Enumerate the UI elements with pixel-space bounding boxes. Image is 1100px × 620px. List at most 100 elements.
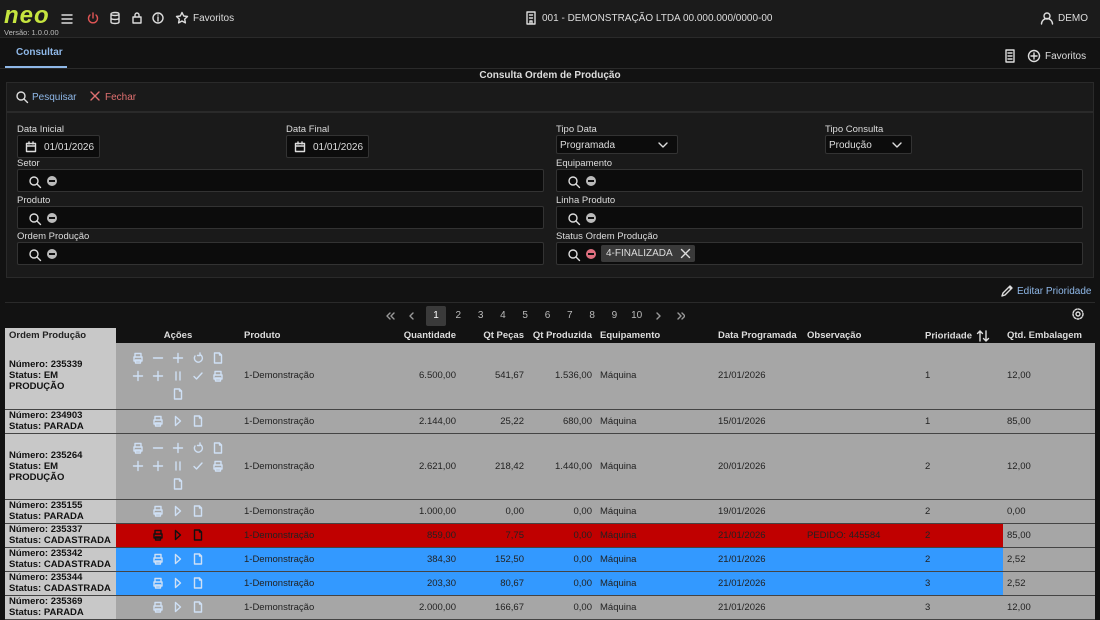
column-header[interactable]: Produto bbox=[240, 328, 360, 343]
database-icon[interactable] bbox=[108, 11, 122, 25]
page-button[interactable]: 9 bbox=[611, 310, 618, 321]
action-icon[interactable] bbox=[152, 352, 164, 364]
action-icon[interactable] bbox=[172, 478, 184, 490]
table-row[interactable]: Número: 235369 Status: PARADA 1-Demonstraç… bbox=[5, 595, 1095, 620]
action-icon[interactable] bbox=[172, 553, 184, 565]
favorites-link[interactable]: Favoritos bbox=[193, 13, 235, 24]
table-row[interactable]: Número: 235155 Status: PARADA 1-Demonstraç… bbox=[5, 499, 1095, 524]
action-icon[interactable] bbox=[132, 442, 144, 454]
action-icon[interactable] bbox=[152, 415, 164, 427]
page-button[interactable]: 2 bbox=[455, 310, 462, 321]
action-icon[interactable] bbox=[152, 460, 164, 472]
lookup-input[interactable] bbox=[556, 169, 1083, 192]
action-icon[interactable] bbox=[172, 577, 184, 589]
column-header[interactable]: Qt Produzida bbox=[528, 328, 596, 343]
table-row[interactable]: Número: 235337 Status: CADASTRADA 1-Demons… bbox=[5, 523, 1095, 548]
user-icon[interactable] bbox=[1040, 11, 1054, 25]
page-button[interactable]: 10 bbox=[631, 310, 643, 321]
action-icon[interactable] bbox=[172, 415, 184, 427]
action-icon[interactable] bbox=[212, 442, 224, 454]
action-icon[interactable] bbox=[212, 352, 224, 364]
table-row[interactable]: Número: 234903 Status: PARADA 1-Demonstraç… bbox=[5, 409, 1095, 434]
date-input[interactable]: 01/01/2026 bbox=[286, 135, 369, 158]
add-favorite-icon[interactable] bbox=[1027, 49, 1041, 63]
lookup-input[interactable] bbox=[556, 206, 1083, 229]
company[interactable]: 001 - DEMONSTRAÇÃO LTDA 00.000.000/0000-… bbox=[542, 13, 773, 24]
favorites-button[interactable]: Favoritos bbox=[1045, 51, 1087, 62]
action-icon[interactable] bbox=[132, 370, 144, 382]
lookup-input[interactable] bbox=[17, 169, 544, 192]
report-icon[interactable] bbox=[1004, 49, 1016, 63]
table-row[interactable]: Número: 235264 Status: EM PRODUÇÃO 1-Demon… bbox=[5, 433, 1095, 500]
edit-icon[interactable] bbox=[1000, 284, 1014, 298]
action-icon[interactable] bbox=[172, 370, 184, 382]
info-icon[interactable] bbox=[151, 11, 165, 25]
action-icon[interactable] bbox=[132, 460, 144, 472]
page-button[interactable]: 1 bbox=[426, 306, 446, 326]
column-header[interactable]: Ordem Produção bbox=[5, 328, 116, 343]
lookup-input[interactable] bbox=[17, 242, 544, 265]
action-icon[interactable] bbox=[152, 442, 164, 454]
page-button[interactable]: 5 bbox=[522, 310, 528, 321]
lookup-input[interactable]: 4-FINALIZADA bbox=[556, 242, 1083, 265]
action-icon[interactable] bbox=[212, 370, 224, 382]
column-header[interactable]: Quantidade bbox=[360, 328, 460, 343]
search-icon[interactable] bbox=[15, 90, 29, 104]
action-icon[interactable] bbox=[152, 370, 164, 382]
select[interactable]: Programada bbox=[556, 135, 678, 154]
status-chip[interactable]: 4-FINALIZADA bbox=[601, 245, 695, 262]
action-icon[interactable] bbox=[152, 529, 164, 541]
table-row[interactable]: Número: 235344 Status: CADASTRADA 1-Demons… bbox=[5, 571, 1095, 596]
action-icon[interactable] bbox=[172, 442, 184, 454]
action-icon[interactable] bbox=[172, 352, 184, 364]
date-input[interactable]: 01/01/2026 bbox=[17, 135, 100, 158]
action-icon[interactable] bbox=[132, 352, 144, 364]
page-button[interactable]: 4 bbox=[500, 310, 506, 321]
action-icon[interactable] bbox=[172, 529, 184, 541]
action-icon[interactable] bbox=[192, 505, 204, 517]
lookup-input[interactable] bbox=[17, 206, 544, 229]
close-button[interactable]: Fechar bbox=[105, 92, 137, 103]
action-icon[interactable] bbox=[152, 601, 164, 613]
action-icon[interactable] bbox=[192, 601, 204, 613]
table-row[interactable]: Número: 235339 Status: EM PRODUÇÃO 1-Demon… bbox=[5, 343, 1095, 410]
action-icon[interactable] bbox=[192, 442, 204, 454]
page-button[interactable]: 7 bbox=[567, 310, 573, 321]
action-icon[interactable] bbox=[212, 460, 224, 472]
action-icon[interactable] bbox=[192, 415, 204, 427]
select[interactable]: Produção bbox=[825, 135, 912, 154]
action-icon[interactable] bbox=[192, 577, 204, 589]
action-icon[interactable] bbox=[192, 370, 204, 382]
action-icon[interactable] bbox=[192, 529, 204, 541]
column-header[interactable]: Equipamento bbox=[596, 328, 714, 343]
settings-icon[interactable] bbox=[1071, 307, 1085, 321]
action-icon[interactable] bbox=[192, 352, 204, 364]
action-icon[interactable] bbox=[152, 505, 164, 517]
power-icon[interactable] bbox=[86, 11, 100, 25]
column-header[interactable]: Qtd. Embalagem bbox=[1003, 328, 1095, 343]
column-header[interactable]: Qt Peças bbox=[460, 328, 528, 343]
page-button[interactable]: 8 bbox=[589, 310, 595, 321]
column-header[interactable]: Observação bbox=[803, 328, 921, 343]
action-icon[interactable] bbox=[152, 553, 164, 565]
tab[interactable]: Consultar bbox=[16, 47, 63, 58]
pagination-arrows[interactable] bbox=[385, 310, 685, 322]
close-icon[interactable] bbox=[89, 90, 101, 102]
user-name[interactable]: DEMO bbox=[1058, 13, 1088, 24]
edit-priority-button[interactable]: Editar Prioridade bbox=[1017, 286, 1092, 297]
menu-icon[interactable] bbox=[60, 12, 74, 26]
search-button[interactable]: Pesquisar bbox=[32, 92, 77, 103]
table-row[interactable]: Número: 235342 Status: CADASTRADA 1-Demons… bbox=[5, 547, 1095, 572]
page-button[interactable]: 3 bbox=[477, 310, 484, 321]
action-icon[interactable] bbox=[152, 577, 164, 589]
action-icon[interactable] bbox=[172, 460, 184, 472]
column-header[interactable]: Data Programada bbox=[714, 328, 803, 343]
page-button[interactable]: 6 bbox=[544, 310, 551, 321]
action-icon[interactable] bbox=[192, 460, 204, 472]
action-icon[interactable] bbox=[192, 553, 204, 565]
logo[interactable]: neo bbox=[4, 2, 50, 29]
action-icon[interactable] bbox=[172, 505, 184, 517]
action-icon[interactable] bbox=[172, 601, 184, 613]
star-icon[interactable] bbox=[175, 11, 189, 25]
column-header[interactable]: Ações bbox=[116, 328, 240, 343]
